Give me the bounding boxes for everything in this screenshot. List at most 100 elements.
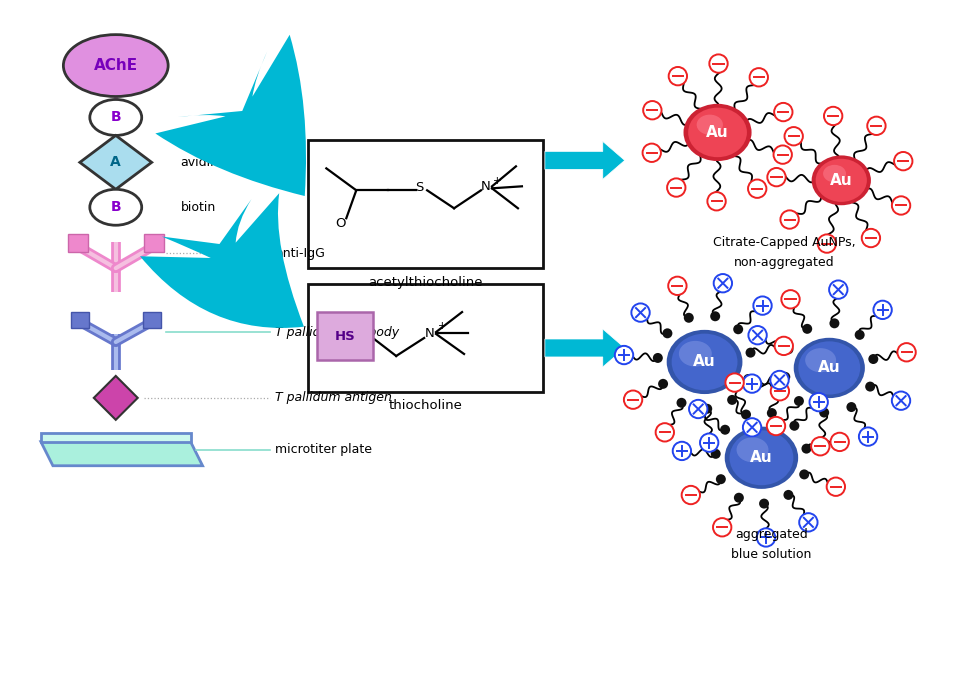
Ellipse shape — [90, 189, 142, 225]
Text: anti-IgG: anti-IgG — [275, 247, 325, 260]
Circle shape — [789, 421, 800, 430]
Circle shape — [817, 235, 836, 253]
Circle shape — [803, 324, 812, 334]
Circle shape — [708, 192, 726, 210]
Text: acetylthiocholine: acetylthiocholine — [368, 275, 483, 288]
Circle shape — [713, 274, 732, 292]
Circle shape — [653, 353, 662, 363]
Ellipse shape — [823, 165, 846, 182]
Text: S: S — [415, 181, 423, 194]
Circle shape — [780, 210, 799, 228]
Text: Citrate-Capped AuNPs,: Citrate-Capped AuNPs, — [713, 236, 856, 249]
Circle shape — [774, 337, 793, 355]
Text: +: + — [438, 321, 447, 331]
Circle shape — [785, 127, 803, 146]
Polygon shape — [94, 376, 138, 420]
Circle shape — [733, 324, 743, 335]
Polygon shape — [545, 329, 624, 367]
Circle shape — [760, 498, 769, 509]
Ellipse shape — [64, 35, 169, 97]
Ellipse shape — [90, 99, 142, 135]
Circle shape — [631, 303, 650, 322]
Text: B: B — [111, 201, 122, 214]
Text: thiocholine: thiocholine — [389, 399, 463, 412]
Ellipse shape — [666, 330, 743, 394]
Ellipse shape — [794, 338, 865, 398]
Circle shape — [898, 343, 915, 362]
Circle shape — [713, 518, 731, 537]
Circle shape — [780, 372, 790, 382]
Circle shape — [830, 432, 849, 451]
Circle shape — [861, 229, 880, 248]
Circle shape — [783, 490, 794, 500]
Circle shape — [766, 408, 777, 418]
Circle shape — [819, 407, 829, 418]
Circle shape — [643, 101, 662, 120]
Text: A: A — [111, 155, 122, 169]
Circle shape — [855, 330, 864, 340]
Circle shape — [827, 477, 845, 496]
Circle shape — [757, 528, 775, 547]
Circle shape — [873, 301, 892, 319]
Circle shape — [710, 54, 728, 73]
Circle shape — [754, 296, 771, 315]
Circle shape — [865, 381, 875, 392]
Circle shape — [858, 428, 877, 446]
Circle shape — [700, 433, 718, 452]
Ellipse shape — [729, 430, 794, 486]
Text: microtiter plate: microtiter plate — [275, 443, 372, 456]
Bar — [309, 284, 543, 392]
Circle shape — [892, 392, 910, 410]
Circle shape — [715, 474, 726, 484]
Bar — [309, 140, 543, 268]
Text: Au: Au — [830, 173, 853, 188]
Ellipse shape — [679, 341, 711, 367]
Circle shape — [725, 373, 744, 392]
Circle shape — [894, 152, 912, 170]
Text: aggregated: aggregated — [735, 528, 808, 541]
Ellipse shape — [683, 104, 752, 161]
Circle shape — [643, 143, 661, 162]
Circle shape — [668, 67, 687, 85]
Text: B: B — [111, 110, 122, 124]
Circle shape — [802, 443, 811, 454]
Circle shape — [829, 280, 848, 299]
Circle shape — [689, 400, 708, 418]
Ellipse shape — [697, 115, 723, 135]
Polygon shape — [79, 135, 152, 189]
Circle shape — [727, 395, 737, 405]
Ellipse shape — [799, 341, 860, 394]
Circle shape — [868, 354, 878, 364]
Circle shape — [720, 425, 730, 435]
Circle shape — [800, 469, 809, 479]
Circle shape — [749, 326, 766, 344]
Polygon shape — [41, 442, 203, 466]
Circle shape — [781, 290, 800, 309]
Circle shape — [614, 346, 633, 364]
Circle shape — [773, 146, 792, 164]
Text: blue solution: blue solution — [731, 548, 811, 561]
Circle shape — [684, 313, 694, 323]
Circle shape — [783, 344, 794, 354]
Circle shape — [734, 493, 744, 503]
Ellipse shape — [737, 437, 768, 462]
Text: Au: Au — [707, 125, 729, 140]
Circle shape — [662, 328, 672, 339]
Circle shape — [750, 68, 768, 86]
Ellipse shape — [815, 158, 867, 202]
Circle shape — [770, 371, 789, 389]
Text: O: O — [335, 217, 346, 230]
Circle shape — [774, 103, 793, 121]
Text: Au: Au — [693, 354, 715, 369]
Text: non-aggregated: non-aggregated — [734, 256, 835, 269]
Circle shape — [892, 197, 910, 215]
Circle shape — [811, 437, 829, 456]
Circle shape — [847, 402, 857, 412]
Ellipse shape — [688, 107, 747, 157]
Circle shape — [743, 374, 754, 384]
Bar — [143, 312, 161, 328]
Polygon shape — [545, 141, 624, 180]
Text: biotin: biotin — [180, 201, 216, 214]
Circle shape — [767, 168, 786, 186]
Circle shape — [624, 390, 642, 409]
